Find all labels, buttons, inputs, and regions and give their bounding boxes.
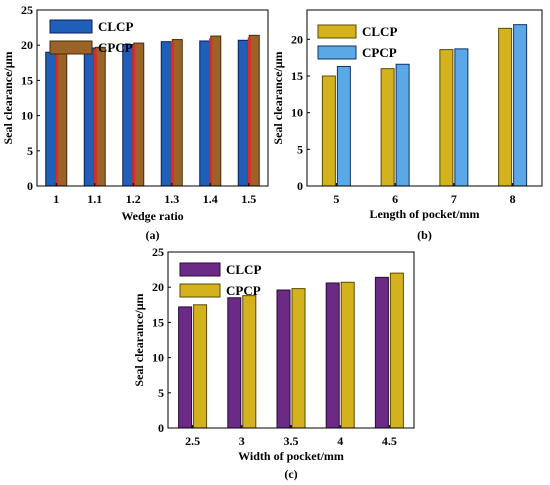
legend: CLCP CPCP [49,19,133,55]
panel-label: (b) [417,228,432,242]
x-tick-label-1: 1 [53,192,59,206]
x-tick-label-7: 7 [451,192,457,206]
legend: CLCP CPCP [317,24,397,60]
bar-clcp-1.4 [199,40,211,187]
x-tick-label-3.5: 3.5 [284,434,299,448]
bar-inner-stripe-1 [55,54,59,186]
bar-inner-stripe-1.5 [247,37,251,187]
bar-clcp-1.1 [83,47,95,187]
plot-frame [306,9,543,187]
y-tick-label-20: 20 [21,38,33,52]
y-tick-label-0: 0 [297,179,303,193]
x-tick-label-1.3: 1.3 [164,192,179,206]
y-tick-label-0: 0 [158,421,164,435]
plot-frame [36,9,269,187]
bar-cpcp-3.5 [291,288,306,429]
x-tick-label-4: 4 [337,434,343,448]
legend-swatch-clcp [179,262,221,277]
plot-frame [167,251,415,429]
chart-panel-2: 5 6 7 8 0 5 10 15 20 Length of pocket/mm Seal clea… [271,9,543,242]
bar-clcp-8 [498,27,513,187]
x-tick-label-1.4: 1.4 [203,192,218,206]
x-tick-label-1.2: 1.2 [126,192,141,206]
legend-label-cpcp: CPCP [98,40,133,55]
legend-label-clcp: CLCP [362,24,397,39]
y-tick-label-20: 20 [152,280,164,294]
x-tick-label-4.5: 4.5 [382,434,397,448]
bar-inner-stripe-1.3 [170,41,174,187]
bar-cpcp-8 [513,24,528,187]
bar-inner-stripe-1.2 [132,45,136,187]
bar-cpcp-3 [242,295,257,429]
bar-clcp-4.5 [374,276,389,429]
chart-panel-1: 1 1.1 1.2 1.3 1.4 1.5 0 5 10 15 20 25 Wedge ratio Sea… [1,3,269,242]
legend-swatch-cpcp [179,283,221,298]
chart-panel-3: 2.5 3 3.5 4 4.5 0 5 10 15 20 25 Width of pocket/mm S… [132,245,415,481]
bar-clcp-4 [325,282,340,429]
bar-inner-stripe-1.1 [93,49,97,187]
y-tick-label-15: 15 [152,315,164,329]
y-tick-label-10: 10 [291,106,303,120]
bar-cpcp-5 [336,65,351,187]
bar-clcp-7 [439,49,454,187]
bar-cpcp-6 [395,63,410,187]
bar-clcp-1 [45,51,57,187]
x-axis-label: Wedge ratio [121,209,183,223]
x-axis-label: Width of pocket/mm [238,449,344,463]
bar-clcp-1.5 [237,39,249,187]
y-tick-label-0: 0 [27,179,33,193]
y-tick-label-10: 10 [21,109,33,123]
legend-label-cpcp: CPCP [362,45,397,60]
x-tick-label-8: 8 [510,192,516,206]
y-tick-label-20: 20 [291,32,303,46]
bar-clcp-3.5 [276,289,291,429]
panel-label: (c) [284,467,297,481]
bar-clcp-6 [380,68,395,187]
bar-cpcp-2.5 [193,304,208,429]
legend-swatch-clcp [49,19,93,34]
y-tick-label-25: 25 [21,3,33,17]
y-axis-label: Seal clearance/μm [1,51,15,144]
x-tick-label-3: 3 [239,434,245,448]
legend-swatch-cpcp [317,45,357,60]
x-tick-label-5: 5 [333,192,339,206]
y-axis-label: Seal clearance/μm [271,51,285,144]
legend-label-clcp: CLCP [226,262,261,277]
bar-clcp-2.5 [178,306,193,429]
bar-clcp-3 [227,297,242,429]
y-axis-label: Seal clearance/μm [132,293,146,386]
bar-clcp-1.3 [160,41,172,187]
bar-cpcp-4.5 [389,272,404,429]
bar-clcp-1.2 [122,43,134,187]
bar-clcp-5 [321,75,336,187]
legend-label-cpcp: CPCP [226,283,261,298]
y-tick-label-5: 5 [27,144,33,158]
legend-label-clcp: CLCP [98,19,133,34]
legend-swatch-cpcp [49,40,93,55]
bar-cpcp-7 [454,48,469,187]
bar-cpcp-4 [340,281,355,429]
y-tick-label-10: 10 [152,351,164,365]
panel-label: (a) [146,228,160,242]
legend-swatch-clcp [317,24,357,39]
y-tick-label-5: 5 [297,142,303,156]
x-axis-label: Length of pocket/mm [370,207,480,221]
x-tick-label-2.5: 2.5 [185,434,200,448]
x-tick-label-6: 6 [392,192,398,206]
y-tick-label-15: 15 [21,73,33,87]
y-tick-label-25: 25 [152,245,164,259]
y-tick-label-5: 5 [158,386,164,400]
x-tick-label-1.1: 1.1 [87,192,102,206]
bar-inner-stripe-1.4 [209,38,213,186]
x-tick-label-1.5: 1.5 [241,192,256,206]
legend: CLCP CPCP [179,262,261,298]
y-tick-label-15: 15 [291,69,303,83]
